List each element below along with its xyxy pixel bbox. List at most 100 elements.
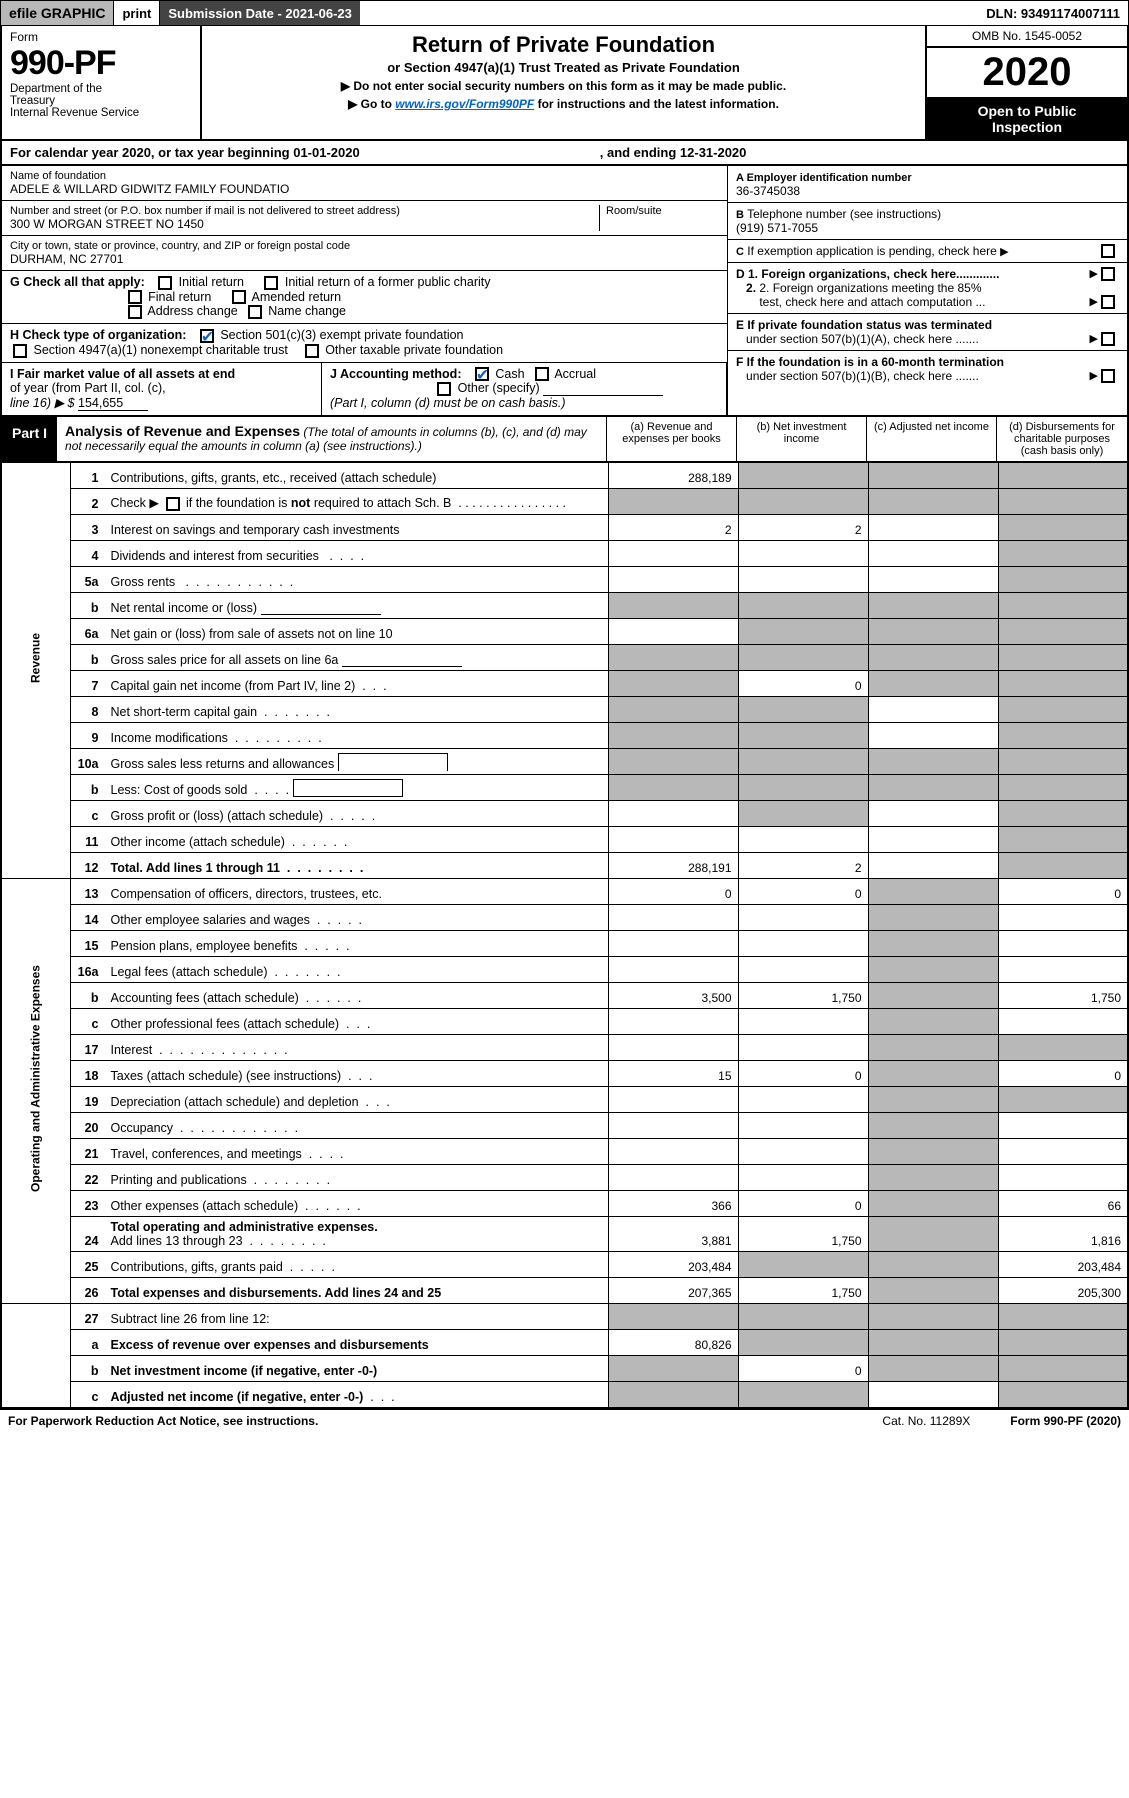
table-row: bLess: Cost of goods sold . . . . xyxy=(1,775,1128,801)
section-d: D 1. Foreign organizations, check here..… xyxy=(728,263,1127,314)
col-b-header: (b) Net investment income xyxy=(737,417,867,461)
print-label[interactable]: print xyxy=(114,1,160,25)
section-f: F If the foundation is in a 60-month ter… xyxy=(728,351,1127,387)
tax-year: 2020 xyxy=(927,48,1127,99)
table-row: 22Printing and publications . . . . . . … xyxy=(1,1165,1128,1191)
paperwork-notice: For Paperwork Reduction Act Notice, see … xyxy=(8,1414,318,1428)
cb-501c3[interactable] xyxy=(200,329,214,343)
table-row: 15Pension plans, employee benefits . . .… xyxy=(1,931,1128,957)
cb-cash[interactable] xyxy=(475,367,489,381)
part1-header: Part I Analysis of Revenue and Expenses … xyxy=(0,417,1129,463)
cb-foreign-org[interactable] xyxy=(1101,267,1115,281)
cb-exemption[interactable] xyxy=(1101,244,1115,258)
cb-initial-former[interactable] xyxy=(264,276,278,290)
room-suite-label: Room/suite xyxy=(606,205,719,217)
table-row: 24Total operating and administrative exp… xyxy=(1,1217,1128,1252)
expenses-side-label: Operating and Administrative Expenses xyxy=(1,879,71,1278)
cb-amended-return[interactable] xyxy=(232,290,246,304)
cb-507b1a[interactable] xyxy=(1101,332,1115,346)
omb-number: OMB No. 1545-0052 xyxy=(927,26,1127,48)
fmv-value: 154,655 xyxy=(78,396,148,411)
table-row: bNet investment income (if negative, ent… xyxy=(1,1356,1128,1382)
dept-line3: Internal Revenue Service xyxy=(10,107,192,119)
table-row: 8Net short-term capital gain . . . . . .… xyxy=(1,697,1128,723)
table-row: cOther professional fees (attach schedul… xyxy=(1,1009,1128,1035)
dln: DLN: 93491174007111 xyxy=(978,3,1128,24)
table-row: 9Income modifications . . . . . . . . . xyxy=(1,723,1128,749)
form-label: Form xyxy=(10,30,192,44)
phone-row: B Telephone number (see instructions) (9… xyxy=(728,203,1127,240)
ein-row: A Employer identification number 36-3745… xyxy=(728,166,1127,203)
exemption-pending: C If exemption application is pending, c… xyxy=(728,240,1127,263)
section-h: H Check type of organization: Section 50… xyxy=(2,323,727,361)
table-row: 26Total expenses and disbursements. Add … xyxy=(1,1278,1128,1304)
cb-507b1b[interactable] xyxy=(1101,369,1115,383)
table-row: 23Other expenses (attach schedule) . . .… xyxy=(1,1191,1128,1217)
cb-other-taxable[interactable] xyxy=(305,344,319,358)
col-a-header: (a) Revenue and expenses per books xyxy=(607,417,737,461)
form-title: Return of Private Foundation xyxy=(210,32,917,58)
table-row: 12Total. Add lines 1 through 11 . . . . … xyxy=(1,853,1128,879)
table-row: 7Capital gain net income (from Part IV, … xyxy=(1,671,1128,697)
note-ssn: ▶ Do not enter social security numbers o… xyxy=(210,79,917,93)
table-row: 19Depreciation (attach schedule) and dep… xyxy=(1,1087,1128,1113)
page-footer: For Paperwork Reduction Act Notice, see … xyxy=(0,1409,1129,1432)
table-row: 4Dividends and interest from securities … xyxy=(1,541,1128,567)
table-row: 27Subtract line 26 from line 12: xyxy=(1,1304,1128,1330)
note-link: ▶ Go to www.irs.gov/Form990PF for instru… xyxy=(210,97,917,111)
cb-accrual[interactable] xyxy=(535,367,549,381)
section-e: E If private foundation status was termi… xyxy=(728,314,1127,351)
part1-label: Part I xyxy=(2,417,57,461)
open-public: Open to PublicInspection xyxy=(927,99,1127,139)
col-d-header: (d) Disbursements for charitable purpose… xyxy=(997,417,1127,461)
table-row: Revenue 1Contributions, gifts, grants, e… xyxy=(1,463,1128,489)
table-row: Operating and Administrative Expenses 13… xyxy=(1,879,1128,905)
address-row: Number and street (or P.O. box number if… xyxy=(2,201,727,236)
dept-line2: Treasury xyxy=(10,95,192,107)
table-row: bAccounting fees (attach schedule) . . .… xyxy=(1,983,1128,1009)
dept-line1: Department of the xyxy=(10,83,192,95)
form-header: Form 990-PF Department of the Treasury I… xyxy=(0,26,1129,141)
form-ref: Form 990-PF (2020) xyxy=(1010,1414,1121,1428)
table-row: cGross profit or (loss) (attach schedule… xyxy=(1,801,1128,827)
table-row: 2Check ▶ if the foundation is not requir… xyxy=(1,489,1128,515)
identity-block: Name of foundation ADELE & WILLARD GIDWI… xyxy=(0,166,1129,417)
table-row: bGross sales price for all assets on lin… xyxy=(1,645,1128,671)
table-row: bNet rental income or (loss) xyxy=(1,593,1128,619)
topbar: efile GRAPHIC print Submission Date - 20… xyxy=(0,0,1129,26)
cb-name-change[interactable] xyxy=(248,305,262,319)
form-subtitle: or Section 4947(a)(1) Trust Treated as P… xyxy=(210,60,917,75)
irs-link[interactable]: www.irs.gov/Form990PF xyxy=(395,97,534,111)
table-row: aExcess of revenue over expenses and dis… xyxy=(1,1330,1128,1356)
table-row: 11Other income (attach schedule) . . . .… xyxy=(1,827,1128,853)
table-row: 21Travel, conferences, and meetings . . … xyxy=(1,1139,1128,1165)
cb-85pct[interactable] xyxy=(1101,295,1115,309)
cat-no: Cat. No. 11289X xyxy=(882,1414,970,1428)
table-row: 6aNet gain or (loss) from sale of assets… xyxy=(1,619,1128,645)
cb-schb[interactable] xyxy=(166,497,180,511)
calendar-year-row: For calendar year 2020, or tax year begi… xyxy=(0,141,1129,166)
cb-final-return[interactable] xyxy=(128,290,142,304)
form-number: 990-PF xyxy=(10,44,192,83)
submission-date: Submission Date - 2021-06-23 xyxy=(160,1,360,25)
table-row: 20Occupancy . . . . . . . . . . . . xyxy=(1,1113,1128,1139)
table-row: 18Taxes (attach schedule) (see instructi… xyxy=(1,1061,1128,1087)
table-row: 14Other employee salaries and wages . . … xyxy=(1,905,1128,931)
fmv-row: I Fair market value of all assets at end… xyxy=(2,362,727,415)
revenue-side-label: Revenue xyxy=(1,463,71,853)
cb-other-method[interactable] xyxy=(437,382,451,396)
table-row: 16aLegal fees (attach schedule) . . . . … xyxy=(1,957,1128,983)
part1-table: Revenue 1Contributions, gifts, grants, e… xyxy=(0,463,1129,1409)
cb-initial-return[interactable] xyxy=(158,276,172,290)
col-c-header: (c) Adjusted net income xyxy=(867,417,997,461)
table-row: 3Interest on savings and temporary cash … xyxy=(1,515,1128,541)
cb-4947a1[interactable] xyxy=(13,344,27,358)
section-g: G Check all that apply: Initial return I… xyxy=(2,270,727,323)
efile-label: efile GRAPHIC xyxy=(1,1,114,25)
table-row: 17Interest . . . . . . . . . . . . . xyxy=(1,1035,1128,1061)
cb-address-change[interactable] xyxy=(128,305,142,319)
table-row: 25Contributions, gifts, grants paid . . … xyxy=(1,1252,1128,1278)
city-row: City or town, state or province, country… xyxy=(2,236,727,270)
table-row: cAdjusted net income (if negative, enter… xyxy=(1,1382,1128,1408)
table-row: 5aGross rents . . . . . . . . . . . xyxy=(1,567,1128,593)
